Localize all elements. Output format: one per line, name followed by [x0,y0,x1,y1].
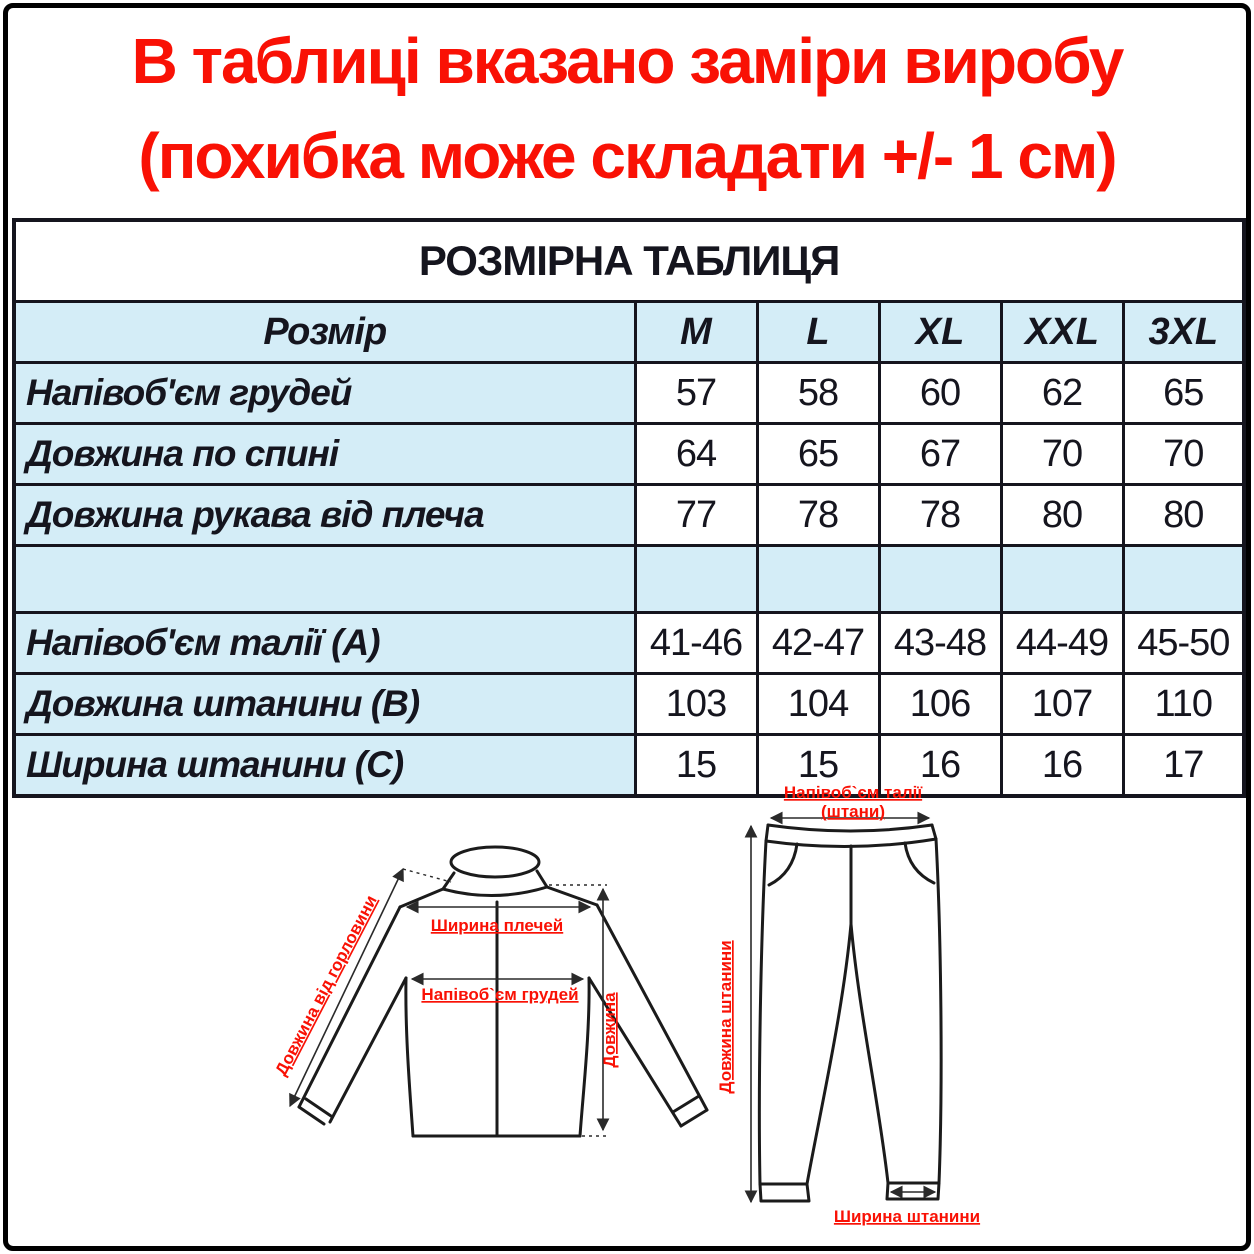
pants-outline [757,823,943,1203]
table-cell: 110 [1121,672,1246,736]
size-col-3xl: 3XL [1121,300,1246,364]
size-col-m: M [633,300,759,364]
table-cell: 58 [755,361,881,425]
table-cell: 57 [633,361,759,425]
row-label: Ширина штанини (С) [12,733,637,798]
table-cell: 43-48 [877,611,1003,675]
table-row: Довжина рукава від плеча 77 78 78 80 80 [12,483,1246,547]
table-cell: 80 [1121,483,1246,547]
table-cell: 106 [877,672,1003,736]
size-col-xxl: XXL [999,300,1125,364]
table-cell: 16 [999,733,1125,798]
table-row: Напівоб'єм талії (А) 41-46 42-47 43-48 4… [12,611,1246,675]
jacket-diagram: Ширина плечей Напівоб`єм грудей Довжина … [271,845,709,1138]
table-cell: 104 [755,672,881,736]
pants-leg-length-label: Довжина штанини [716,940,735,1093]
table-heading-row: РОЗМІРНА ТАБЛИЦЯ [12,218,1246,303]
size-header-row: Розмір M L XL XXL 3XL [12,300,1246,364]
spacer-cell [755,544,881,614]
table-heading: РОЗМІРНА ТАБЛИЦЯ [12,218,1246,303]
table-cell: 107 [999,672,1125,736]
pants-dimensions [744,811,937,1204]
table-cell: 62 [999,361,1125,425]
table-cell: 16 [877,733,1003,798]
table-row: Довжина по спині 64 65 67 70 70 [12,422,1246,486]
row-label: Довжина штанини (В) [12,672,637,736]
pants-half-waist-label-line2: (штани) [821,802,885,821]
table-cell: 41-46 [633,611,759,675]
table-cell: 65 [1121,361,1246,425]
row-label: Довжина рукава від плеча [12,483,637,547]
spacer-cell [1121,544,1246,614]
table-cell: 60 [877,361,1003,425]
page-title-line1: В таблиці вказано заміри виробу [131,25,1125,97]
row-label: Довжина по спині [12,422,637,486]
spacer-cell [877,544,1003,614]
row-label: Напівоб'єм талії (А) [12,611,637,675]
table-cell: 78 [877,483,1003,547]
table-cell: 17 [1121,733,1246,798]
spacer-cell [633,544,759,614]
table-cell: 64 [633,422,759,486]
table-cell: 15 [633,733,759,798]
jacket-shoulder-width-label: Ширина плечей [431,916,563,935]
table-row: Ширина штанини (С) 15 15 16 16 17 [12,733,1246,798]
size-header-label: Розмір [12,300,637,364]
table-cell: 15 [755,733,881,798]
pants-diagram: Напівоб`єм талії (штани) Довжина штанини… [716,783,980,1226]
table-cell: 70 [1121,422,1246,486]
size-col-xl: XL [877,300,1003,364]
table-cell: 42-47 [755,611,881,675]
page-title-line2: (похибка може складати +/- 1 см) [138,120,1117,192]
table-cell: 70 [999,422,1125,486]
pants-leg-width-label: Ширина штанини [834,1207,980,1226]
table-row: Довжина штанини (В) 103 104 106 107 110 [12,672,1246,736]
table-cell: 65 [755,422,881,486]
table-spacer-row [12,544,1246,614]
table-cell: 67 [877,422,1003,486]
row-label: Напівоб'єм грудей [12,361,637,425]
table-cell: 103 [633,672,759,736]
spacer-cell [999,544,1125,614]
spacer-cell [12,544,637,614]
jacket-half-chest-label: Напівоб`єм грудей [421,985,578,1004]
jacket-length-label: Довжина [600,992,619,1068]
page-title: В таблиці вказано заміри виробу (похибка… [0,14,1254,204]
table-cell: 80 [999,483,1125,547]
size-col-l: L [755,300,881,364]
size-table: РОЗМІРНА ТАБЛИЦЯ Розмір M L XL XXL 3XL Н… [12,218,1247,798]
table-cell: 78 [755,483,881,547]
table-row: Напівоб'єм грудей 57 58 60 62 65 [12,361,1246,425]
table-cell: 77 [633,483,759,547]
pants-half-waist-label-line1: Напівоб`єм талії [784,783,923,802]
table-cell: 45-50 [1121,611,1246,675]
table-cell: 44-49 [999,611,1125,675]
jacket-dimensions [289,867,610,1137]
